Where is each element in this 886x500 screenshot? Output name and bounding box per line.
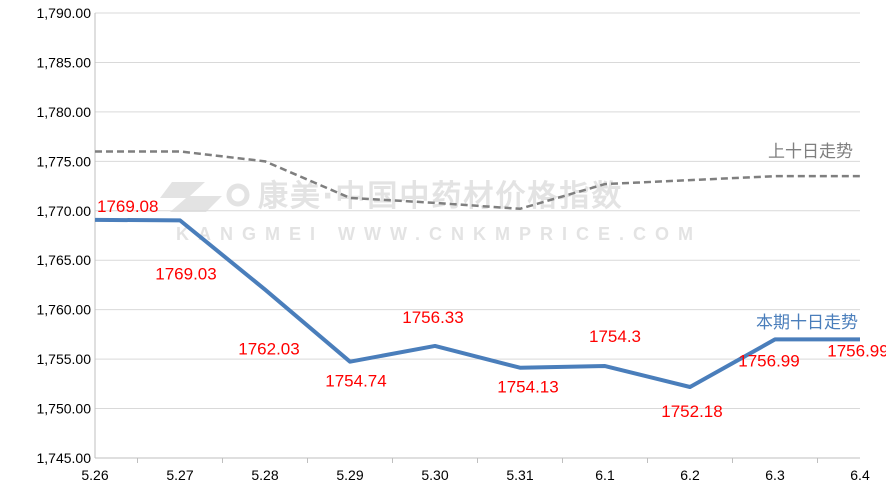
watermark-en-text: KANGMEI WWW.CNKMPRICE.COM <box>176 224 702 244</box>
previous-series-label: 上十日走势 <box>768 142 853 162</box>
data-label: 1756.99 <box>738 351 799 370</box>
kangmei-logo-icon <box>160 182 250 212</box>
watermark: 康美·中国中药材价格指数 KANGMEI WWW.CNKMPRICE.COM <box>160 179 702 244</box>
x-tick-label: 5.29 <box>336 467 363 483</box>
y-tick-label: 1,790.00 <box>37 5 92 21</box>
watermark-cn-text: 康美·中国中药材价格指数 <box>258 179 623 214</box>
previous-ten-day-line <box>95 150 860 211</box>
data-label: 1762.03 <box>238 340 299 359</box>
data-label: 1756.99 <box>827 341 886 360</box>
data-labels-layer: 1769.08 1769.03 1762.03 1754.74 1756.33 1754.… <box>97 142 886 421</box>
y-axis-tick-labels: 1,745.00 1,750.00 1,755.00 1,760.00 1,765.00… <box>37 5 92 466</box>
x-tick-label: 5.30 <box>421 467 448 483</box>
data-label: 1754.3 <box>589 327 641 346</box>
x-tick-label: 6.4 <box>850 467 870 483</box>
data-label: 1769.08 <box>97 197 158 216</box>
x-tick-label: 5.28 <box>251 467 278 483</box>
data-label: 1769.03 <box>155 264 216 283</box>
x-tick-label: 6.2 <box>680 467 700 483</box>
y-tick-label: 1,745.00 <box>37 450 92 466</box>
y-tick-label: 1,775.00 <box>37 153 92 169</box>
y-tick-label: 1,765.00 <box>37 252 92 268</box>
data-label: 1754.74 <box>325 372 386 391</box>
axes <box>94 13 860 463</box>
data-label: 1754.13 <box>497 378 558 397</box>
x-tick-label: 5.31 <box>506 467 533 483</box>
data-label: 1756.33 <box>402 308 463 327</box>
y-tick-label: 1,755.00 <box>37 351 92 367</box>
y-tick-label: 1,770.00 <box>37 203 92 219</box>
current-series-label: 本期十日走势 <box>756 313 858 333</box>
series-layer <box>94 150 860 389</box>
x-axis-tick-labels: 5.26 5.27 5.28 5.29 5.30 5.31 6.1 6.2 6.3 6.4 <box>81 467 870 483</box>
current-ten-day-line <box>94 217 860 389</box>
x-tick-label: 6.3 <box>765 467 785 483</box>
y-tick-label: 1,750.00 <box>37 401 92 417</box>
x-tick-label: 5.27 <box>166 467 193 483</box>
x-tick-label: 5.26 <box>81 467 108 483</box>
y-tick-label: 1,760.00 <box>37 302 92 318</box>
y-tick-label: 1,780.00 <box>37 104 92 120</box>
x-tick-label: 6.1 <box>595 467 615 483</box>
y-tick-label: 1,785.00 <box>37 54 92 70</box>
grid-lines <box>95 12 860 459</box>
data-label: 1752.18 <box>661 402 722 421</box>
